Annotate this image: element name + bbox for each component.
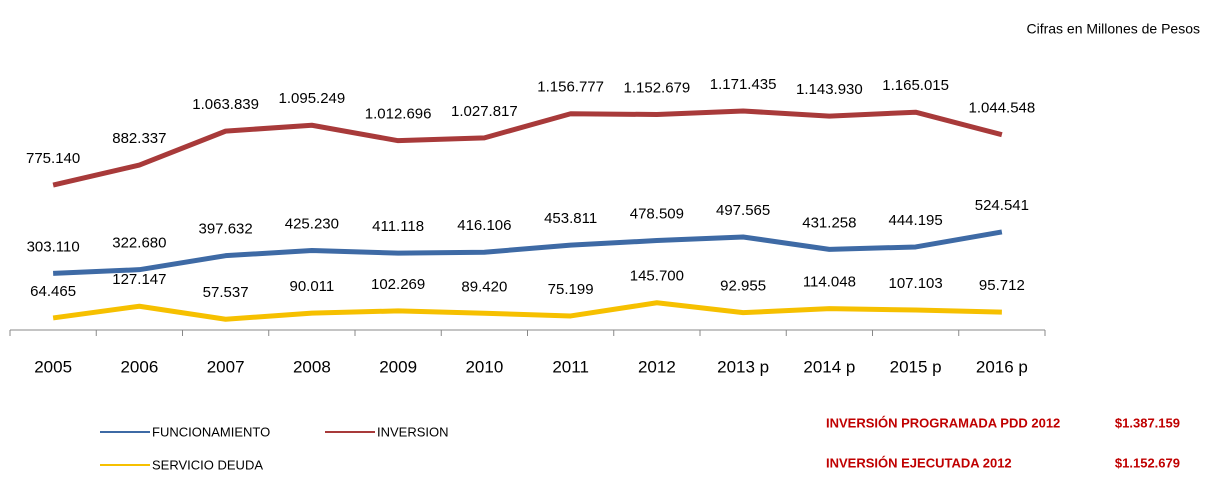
x-tick-label: 2009 xyxy=(379,357,417,376)
x-tick-label: 2012 xyxy=(638,357,676,376)
data-label: 322.680 xyxy=(112,235,166,252)
data-label: 1.152.679 xyxy=(624,79,691,96)
data-label: 397.632 xyxy=(199,221,253,238)
data-label: 90.011 xyxy=(289,278,334,295)
x-tick-label: 2005 xyxy=(34,357,72,376)
data-label: 145.700 xyxy=(630,268,684,285)
data-label: 64.465 xyxy=(30,283,76,300)
data-label: 89.420 xyxy=(461,278,507,295)
data-label: 1.012.696 xyxy=(365,106,432,123)
annotation-amount: $1.387.159 xyxy=(1115,415,1180,430)
x-tick-label: 2014 p xyxy=(803,357,855,376)
data-label: 431.258 xyxy=(802,214,856,231)
chart-subtitle: Cifras en Millones de Pesos xyxy=(1026,21,1200,37)
data-label: 416.106 xyxy=(457,217,511,234)
data-label: 478.509 xyxy=(630,206,684,223)
data-label: 1.143.930 xyxy=(796,81,863,98)
x-tick-label: 2011 xyxy=(552,357,589,376)
legend-label: SERVICIO DEUDA xyxy=(152,457,263,472)
data-label: 1.165.015 xyxy=(882,77,949,94)
data-label: 95.712 xyxy=(979,277,1025,294)
data-label: 102.269 xyxy=(371,276,425,293)
data-label: 524.541 xyxy=(975,197,1029,214)
series-line xyxy=(52,108,1003,188)
x-tick-label: 2006 xyxy=(120,357,158,376)
data-label: 57.537 xyxy=(203,284,249,301)
legend-label: FUNCIONAMIENTO xyxy=(152,424,270,439)
data-label: 425.230 xyxy=(285,215,339,232)
x-tick-label: 2010 xyxy=(465,357,503,376)
annotation-label: INVERSIÓN PROGRAMADA PDD 2012 xyxy=(826,415,1060,430)
data-label: 1.171.435 xyxy=(710,76,777,93)
annotation-label: INVERSIÓN EJECUTADA 2012 xyxy=(826,455,1012,470)
data-label: 303.110 xyxy=(27,238,80,255)
series-line xyxy=(53,229,1003,276)
data-label: 497.565 xyxy=(716,202,770,219)
data-label: 1.044.548 xyxy=(969,100,1036,117)
x-tick-label: 2013 p xyxy=(717,357,769,376)
data-label: 444.195 xyxy=(889,212,943,229)
x-tick-label: 2008 xyxy=(293,357,331,376)
data-label: 127.147 xyxy=(112,271,166,288)
data-label: 411.118 xyxy=(372,218,424,235)
data-label: 92.955 xyxy=(720,278,766,295)
data-label: 75.199 xyxy=(548,281,594,298)
x-tick-label: 2007 xyxy=(207,357,245,376)
x-tick-label: 2016 p xyxy=(976,357,1028,376)
data-label: 1.095.249 xyxy=(279,90,346,107)
annotation-amount: $1.152.679 xyxy=(1115,455,1180,470)
x-tick-label: 2015 p xyxy=(890,357,942,376)
series-line xyxy=(52,300,1002,322)
data-label: 1.027.817 xyxy=(451,103,518,120)
data-label: 1.063.839 xyxy=(192,96,259,113)
data-label: 1.156.777 xyxy=(537,79,604,96)
data-label: 107.103 xyxy=(889,275,943,292)
data-label: 775.140 xyxy=(26,150,80,167)
data-label: 882.337 xyxy=(112,130,166,147)
data-label: 453.811 xyxy=(544,210,597,227)
legend-label: INVERSION xyxy=(377,424,449,439)
data-label: 114.048 xyxy=(803,274,856,291)
